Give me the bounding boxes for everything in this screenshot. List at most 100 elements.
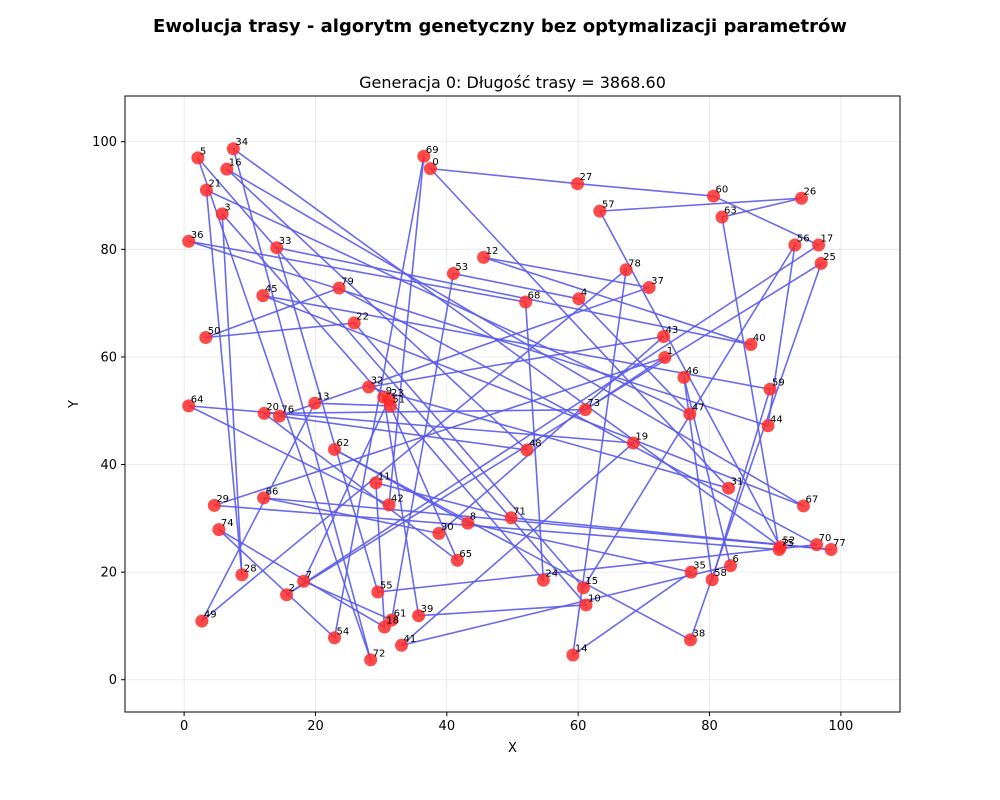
city-label: 53	[455, 262, 468, 273]
route-segment	[353, 322, 585, 589]
city-point	[191, 151, 205, 165]
city-label: 20	[266, 402, 279, 413]
city-label: 54	[337, 626, 350, 637]
city-point	[450, 553, 464, 567]
city-point	[812, 238, 826, 252]
route-segment	[201, 402, 316, 622]
city-label: 74	[221, 518, 234, 529]
city-label: 21	[208, 179, 221, 190]
city-label: 22	[356, 312, 369, 323]
city-point	[706, 189, 720, 203]
city-label: 32	[371, 376, 384, 387]
city-point	[215, 207, 229, 221]
route-segment	[221, 213, 385, 399]
city-point	[763, 382, 777, 396]
x-tick-label: 0	[180, 719, 188, 734]
chart-title: Generacja 0: Długość trasy = 3868.60	[359, 73, 666, 92]
city-label: 63	[724, 206, 737, 217]
city-label: 29	[216, 494, 229, 505]
city-label: 28	[244, 563, 257, 574]
route-segment	[721, 197, 803, 218]
city-label: 46	[686, 366, 699, 377]
plot-frame	[124, 95, 901, 713]
city-point	[572, 292, 586, 306]
city-point	[272, 409, 286, 423]
route-segment	[226, 168, 805, 507]
route-segment	[197, 157, 372, 661]
route-segment	[302, 398, 390, 583]
city-label: 78	[628, 258, 641, 269]
route-segment	[205, 189, 243, 576]
city-label: 44	[770, 414, 783, 425]
route-segment	[285, 262, 822, 596]
route-segment	[400, 442, 635, 647]
city-label: 55	[380, 581, 393, 592]
city-point	[432, 526, 446, 540]
city-label: 76	[281, 405, 294, 416]
plot-area: 0123456789101112131415161718192021222324…	[124, 95, 901, 713]
city-label: 13	[317, 392, 330, 403]
city-point	[182, 399, 196, 413]
city-label: 56	[797, 234, 810, 245]
city-label: 58	[714, 568, 727, 579]
city-point	[744, 338, 758, 352]
y-tick-label: 80	[100, 243, 117, 258]
route-segment	[382, 396, 420, 617]
city-point	[761, 419, 775, 433]
city-label: 23	[391, 388, 404, 399]
city-point	[270, 241, 284, 255]
city-label: 79	[341, 277, 354, 288]
city-point	[578, 403, 592, 417]
city-label: 49	[204, 610, 217, 621]
x-tick-label: 20	[307, 719, 324, 734]
city-point	[371, 585, 385, 599]
city-point	[207, 498, 221, 512]
plot-background	[125, 96, 900, 712]
city-label: 65	[459, 549, 472, 560]
city-label: 40	[753, 333, 766, 344]
city-label: 37	[651, 276, 664, 287]
city-label: 31	[731, 477, 744, 488]
route-segment	[482, 256, 650, 289]
route-segment	[712, 195, 820, 246]
route-segment	[388, 155, 425, 506]
city-point	[220, 162, 234, 176]
city-point	[332, 281, 346, 295]
city-point	[417, 149, 431, 163]
city-point	[794, 191, 808, 205]
city-point	[382, 498, 396, 512]
route-segment	[452, 272, 580, 300]
city-point	[369, 476, 383, 490]
city-point	[684, 565, 698, 579]
x-axis-ticks: 0 20 40 60 80 100	[180, 712, 853, 734]
city-point	[619, 263, 633, 277]
city-point	[658, 350, 672, 364]
city-point	[772, 543, 786, 557]
city-label: 35	[693, 561, 706, 572]
city-label: 15	[585, 576, 598, 587]
city-point	[226, 142, 240, 156]
city-label: 16	[229, 158, 242, 169]
route-segment	[213, 504, 780, 551]
city-label: 1	[667, 346, 673, 357]
city-label: 59	[772, 378, 785, 389]
city-point	[362, 380, 376, 394]
city-point	[383, 399, 397, 413]
city-point	[566, 648, 580, 662]
route-segment	[367, 335, 665, 388]
city-point	[788, 238, 802, 252]
city-point	[412, 609, 426, 623]
city-label: 34	[235, 137, 248, 148]
city-label: 6	[733, 554, 739, 565]
route-segment	[232, 147, 372, 661]
city-label: 24	[545, 569, 558, 580]
city-label: 75	[781, 538, 794, 549]
city-label: 27	[580, 172, 593, 183]
city-point	[308, 396, 322, 410]
city-label: 50	[208, 326, 221, 337]
city-point	[683, 633, 697, 647]
city-point	[477, 250, 491, 264]
route-segment	[429, 167, 579, 185]
city-point	[257, 406, 271, 420]
